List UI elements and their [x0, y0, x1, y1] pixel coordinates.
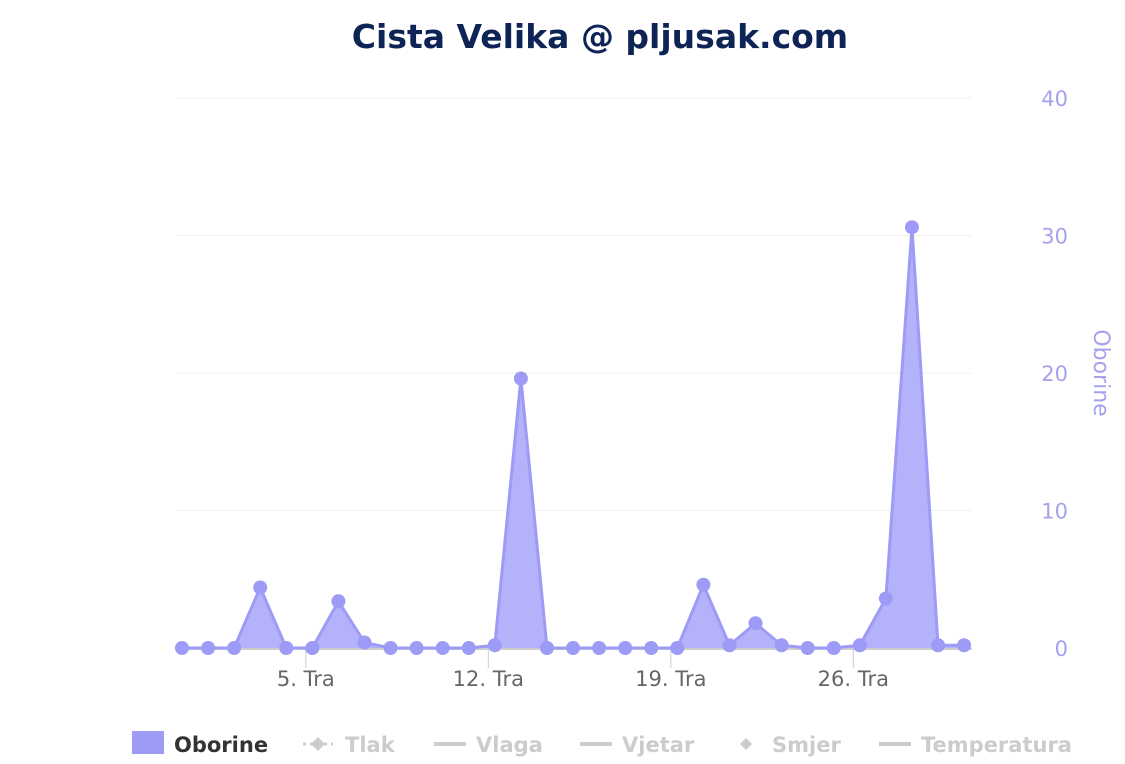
data-point[interactable] — [670, 641, 685, 655]
data-point[interactable] — [409, 641, 424, 655]
legend-label: Smjer — [772, 733, 841, 757]
data-point[interactable] — [279, 641, 294, 655]
legend-symbol-area — [132, 731, 164, 754]
data-point[interactable] — [227, 641, 242, 655]
y-tick-label: 0 — [1055, 637, 1068, 661]
data-point[interactable] — [539, 641, 554, 655]
legend-label: Oborine — [174, 733, 268, 757]
area-fill — [182, 227, 965, 649]
y-tick-label: 40 — [1041, 87, 1068, 111]
legend-item-tlak[interactable]: Tlak — [303, 733, 396, 757]
data-point[interactable] — [644, 641, 659, 655]
data-point[interactable] — [305, 641, 320, 655]
data-point[interactable] — [357, 635, 372, 650]
legend-label: Tlak — [345, 733, 396, 757]
data-point[interactable] — [253, 580, 268, 595]
y-tick-label: 10 — [1041, 500, 1068, 524]
legend-label: Vlaga — [476, 733, 543, 757]
legend: Oborine Tlak Vlaga Vjetar Smjer Temperatura — [132, 731, 1072, 757]
x-tick-label: 5. Tra — [277, 667, 335, 691]
y-tick-label: 20 — [1041, 362, 1068, 386]
data-point[interactable] — [826, 641, 841, 655]
series-line — [182, 225, 965, 650]
y-tick-label: 30 — [1041, 225, 1068, 249]
data-point[interactable] — [800, 641, 815, 655]
data-point[interactable] — [878, 591, 893, 606]
data-point[interactable] — [931, 638, 946, 653]
data-point[interactable] — [957, 638, 972, 653]
data-point[interactable] — [383, 641, 398, 655]
data-point[interactable] — [748, 616, 763, 631]
data-point[interactable] — [618, 641, 633, 655]
legend-item-vlaga[interactable]: Vlaga — [434, 733, 543, 757]
legend-symbol-diamond — [311, 737, 325, 751]
legend-item-oborine[interactable]: Oborine — [132, 731, 268, 757]
legend-label: Vjetar — [622, 733, 695, 757]
data-point[interactable] — [852, 638, 867, 653]
legend-item-smjer[interactable]: Smjer — [740, 733, 841, 757]
data-point[interactable] — [513, 371, 528, 386]
data-point[interactable] — [175, 641, 189, 655]
grid-lines — [176, 97, 972, 511]
data-point[interactable] — [566, 641, 581, 655]
y-axis-title: Oborine — [1088, 329, 1113, 416]
data-point[interactable] — [722, 638, 737, 653]
x-tick-label: 12. Tra — [453, 667, 524, 691]
series-oborine[interactable] — [175, 220, 972, 655]
legend-symbol-diamond — [740, 738, 752, 750]
legend-label: Temperatura — [921, 733, 1072, 757]
legend-item-vjetar[interactable]: Vjetar — [580, 733, 695, 757]
data-point[interactable] — [201, 641, 216, 655]
data-point[interactable] — [696, 577, 711, 592]
y-axis-ticks: 0 10 20 30 40 — [1041, 87, 1068, 661]
data-point[interactable] — [435, 641, 450, 655]
data-point[interactable] — [487, 638, 502, 653]
x-tick-label: 19. Tra — [635, 667, 706, 691]
data-point[interactable] — [592, 641, 607, 655]
chart-title: Cista Velika @ pljusak.com — [352, 17, 848, 56]
data-point[interactable] — [904, 220, 919, 235]
data-point[interactable] — [331, 594, 346, 609]
legend-item-temperatura[interactable]: Temperatura — [879, 733, 1072, 757]
data-point[interactable] — [774, 638, 789, 653]
data-point[interactable] — [461, 641, 476, 655]
x-tick-label: 26. Tra — [818, 667, 889, 691]
